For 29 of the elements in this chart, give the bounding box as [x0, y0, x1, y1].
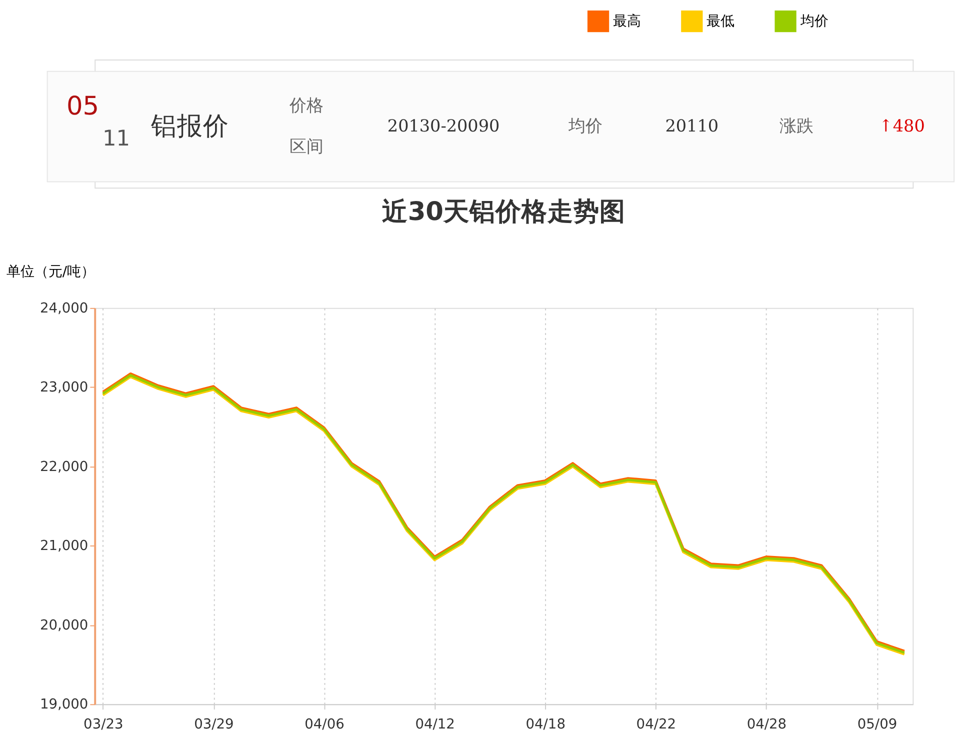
y-tick-label: 21,000 [40, 538, 88, 554]
x-tick-label: 03/29 [194, 716, 234, 732]
y-tick-label: 24,000 [40, 300, 88, 316]
legend-label: 均价 [799, 13, 828, 30]
chart-title: 近30天铝价格走势图 [382, 197, 626, 228]
y-axis-title: 单位（元/吨） [6, 264, 96, 280]
text: 区间 [290, 136, 324, 156]
x-tick-label: 04/06 [304, 716, 344, 732]
y-tick-label: 19,000 [40, 696, 88, 713]
text: 20130-20090 [387, 115, 500, 136]
legend-label: 最低 [706, 13, 735, 30]
x-tick-label: 05/09 [857, 716, 898, 732]
x-tick-label: 04/28 [746, 716, 787, 732]
x-tick-label: 03/23 [84, 716, 124, 732]
x-tick-label: 04/12 [415, 716, 455, 732]
legend-label: 最高 [613, 13, 642, 30]
x-tick-label: 04/18 [526, 716, 566, 732]
text: 11 [102, 126, 130, 152]
text: 铝报价 [150, 111, 230, 142]
text: 05 [66, 92, 100, 122]
text: 涨跌 [779, 115, 814, 136]
text: 20110 [665, 115, 719, 136]
text: 均价 [567, 115, 602, 136]
x-tick-label: 04/22 [636, 716, 676, 732]
text: 价格 [288, 94, 324, 115]
text: ↑480 [878, 115, 925, 136]
y-tick-label: 20,000 [40, 617, 88, 634]
y-tick-label: 22,000 [40, 458, 88, 475]
y-tick-label: 23,000 [40, 380, 88, 396]
